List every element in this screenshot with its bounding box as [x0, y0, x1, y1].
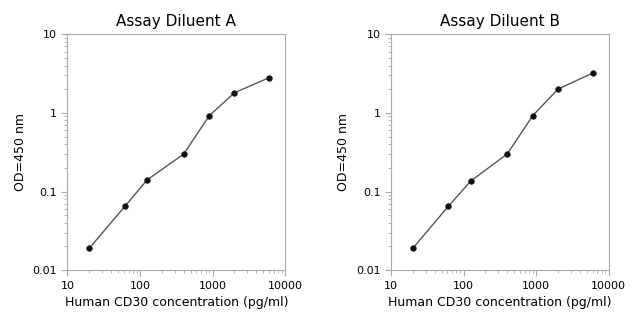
- Title: Assay Diluent B: Assay Diluent B: [440, 14, 560, 29]
- Title: Assay Diluent A: Assay Diluent A: [116, 14, 236, 29]
- X-axis label: Human CD30 concentration (pg/ml): Human CD30 concentration (pg/ml): [65, 296, 288, 309]
- Y-axis label: OD=450 nm: OD=450 nm: [14, 113, 27, 191]
- Y-axis label: OD=450 nm: OD=450 nm: [337, 113, 350, 191]
- X-axis label: Human CD30 concentration (pg/ml): Human CD30 concentration (pg/ml): [388, 296, 612, 309]
